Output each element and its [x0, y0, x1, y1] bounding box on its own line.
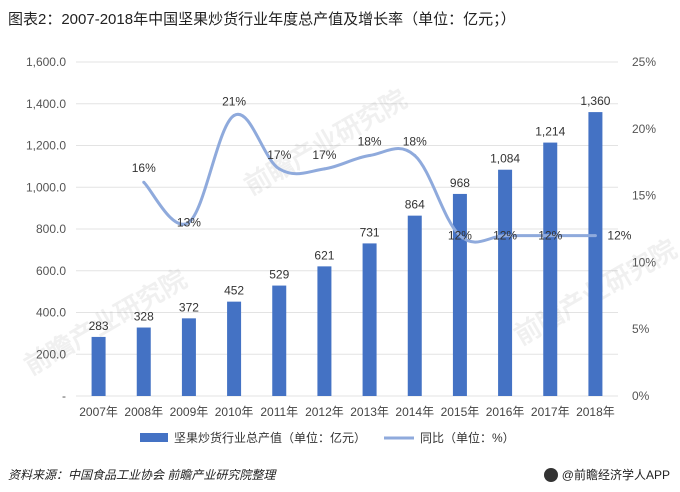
brand-logo-icon	[543, 467, 558, 482]
line-point	[593, 234, 597, 238]
legend: 坚果炒货行业总产值（单位：亿元） 同比（单位：%）	[140, 430, 515, 445]
line-data-label: 12%	[448, 229, 472, 243]
bar-series: 283 328 372 452 529 621 731 864 968 1,084 1,214 1,3…	[89, 94, 611, 396]
line-point	[548, 234, 552, 238]
brand-text: @前瞻经济学人APP	[561, 468, 670, 482]
right-tick-label: 5%	[632, 322, 650, 336]
growth-line	[142, 112, 596, 244]
bar	[543, 142, 558, 396]
line-data-label: 21%	[222, 94, 246, 108]
line-point	[187, 220, 191, 224]
line-point	[277, 167, 281, 171]
bar	[181, 318, 196, 396]
bar	[452, 193, 467, 396]
source-note: 资料来源：中国食品工业协会 前瞻产业研究院整理	[8, 468, 276, 482]
bar	[227, 301, 242, 396]
x-tick-label: 2014年	[395, 405, 434, 419]
bar-data-label: 1,214	[535, 125, 565, 139]
line-data-label: 12%	[607, 229, 631, 243]
bar-data-label: 731	[360, 225, 380, 239]
line-point	[232, 113, 236, 117]
bar	[498, 169, 513, 396]
line-point	[142, 180, 146, 184]
right-tick-label: 0%	[632, 389, 650, 403]
right-tick-label: 15%	[632, 189, 656, 203]
bar	[407, 215, 422, 396]
x-tick-label: 2012年	[305, 405, 344, 419]
gridlines	[76, 61, 618, 397]
line-data-label: 18%	[403, 135, 427, 149]
legend-label-line: 同比（单位：%）	[420, 430, 515, 445]
x-tick-label: 2008年	[124, 405, 163, 419]
left-tick-label: 800.0	[36, 222, 66, 236]
line-data-label: 13%	[177, 215, 201, 229]
x-tick-label: 2017年	[531, 405, 570, 419]
watermark-text: 前瞻产业研究院	[239, 84, 412, 201]
bar-data-label: 452	[224, 284, 244, 298]
line-data-label: 17%	[312, 148, 336, 162]
bar	[91, 336, 106, 396]
bar-data-label: 1,360	[580, 94, 610, 108]
bar	[362, 243, 377, 396]
line-data-label: 12%	[538, 229, 562, 243]
bar	[317, 266, 332, 396]
line-point	[503, 234, 507, 238]
chart-title: 图表2：2007-2018年中国坚果炒货行业年度总产值及增长率（单位：亿元；）	[8, 11, 516, 28]
bar-data-label: 968	[450, 176, 470, 190]
bar-data-label: 864	[405, 198, 425, 212]
legend-label-bar: 坚果炒货行业总产值（单位：亿元）	[174, 430, 366, 445]
line-point	[458, 234, 462, 238]
bar	[272, 285, 287, 396]
legend-swatch-bar	[140, 433, 168, 442]
left-tick-label: 400.0	[36, 306, 66, 320]
x-tick-label: 2015年	[441, 405, 480, 419]
bar	[588, 112, 603, 396]
x-tick-label: 2018年	[576, 405, 615, 419]
brand-credit: @前瞻经济学人APP	[543, 466, 670, 483]
right-tick-label: 10%	[632, 255, 656, 269]
line-data-label: 17%	[267, 148, 291, 162]
watermarks: 前瞻产业研究院前瞻产业研究院前瞻产业研究院	[19, 84, 680, 381]
line-data-label: 12%	[493, 229, 517, 243]
left-tick-label: 1,600.0	[26, 55, 66, 69]
line-point	[413, 154, 417, 158]
line-series: 16% 13% 21% 17% 17% 18% 18% 12% 12% 12% 12%	[132, 94, 632, 244]
x-tick-label: 2010年	[215, 405, 254, 419]
x-tick-label: 2016年	[486, 405, 525, 419]
left-tick-label: 600.0	[36, 264, 66, 278]
bar-data-label: 1,084	[490, 152, 520, 166]
left-tick-label: -	[62, 389, 66, 403]
x-axis: 2007年 2008年 2009年 2010年 2011年 2012年 2013年 2014年…	[79, 405, 615, 419]
right-axis: 0% 5% 10% 15% 20% 25%	[632, 55, 656, 403]
left-tick-label: 200.0	[36, 347, 66, 361]
bar-data-label: 621	[314, 248, 334, 262]
right-tick-label: 25%	[632, 55, 656, 69]
bar-data-label: 283	[89, 319, 109, 333]
line-data-label: 18%	[358, 135, 382, 149]
left-tick-label: 1,400.0	[26, 97, 66, 111]
bar-data-label: 372	[179, 300, 199, 314]
x-tick-label: 2009年	[170, 405, 209, 419]
bar-data-label: 529	[269, 268, 289, 282]
left-axis: - 200.0 400.0 600.0 800.0 1,000.0 1,200.0 1,400…	[26, 55, 66, 403]
x-tick-label: 2011年	[260, 405, 298, 419]
line-data-label: 16%	[132, 161, 156, 175]
x-tick-label: 2013年	[350, 405, 389, 419]
left-tick-label: 1,000.0	[26, 180, 66, 194]
x-tick-label: 2007年	[79, 405, 118, 419]
line-point	[368, 154, 372, 158]
right-tick-label: 20%	[632, 122, 656, 136]
left-tick-label: 1,200.0	[26, 139, 66, 153]
bar-data-label: 328	[134, 310, 154, 324]
bar	[136, 327, 151, 396]
line-point	[322, 167, 326, 171]
